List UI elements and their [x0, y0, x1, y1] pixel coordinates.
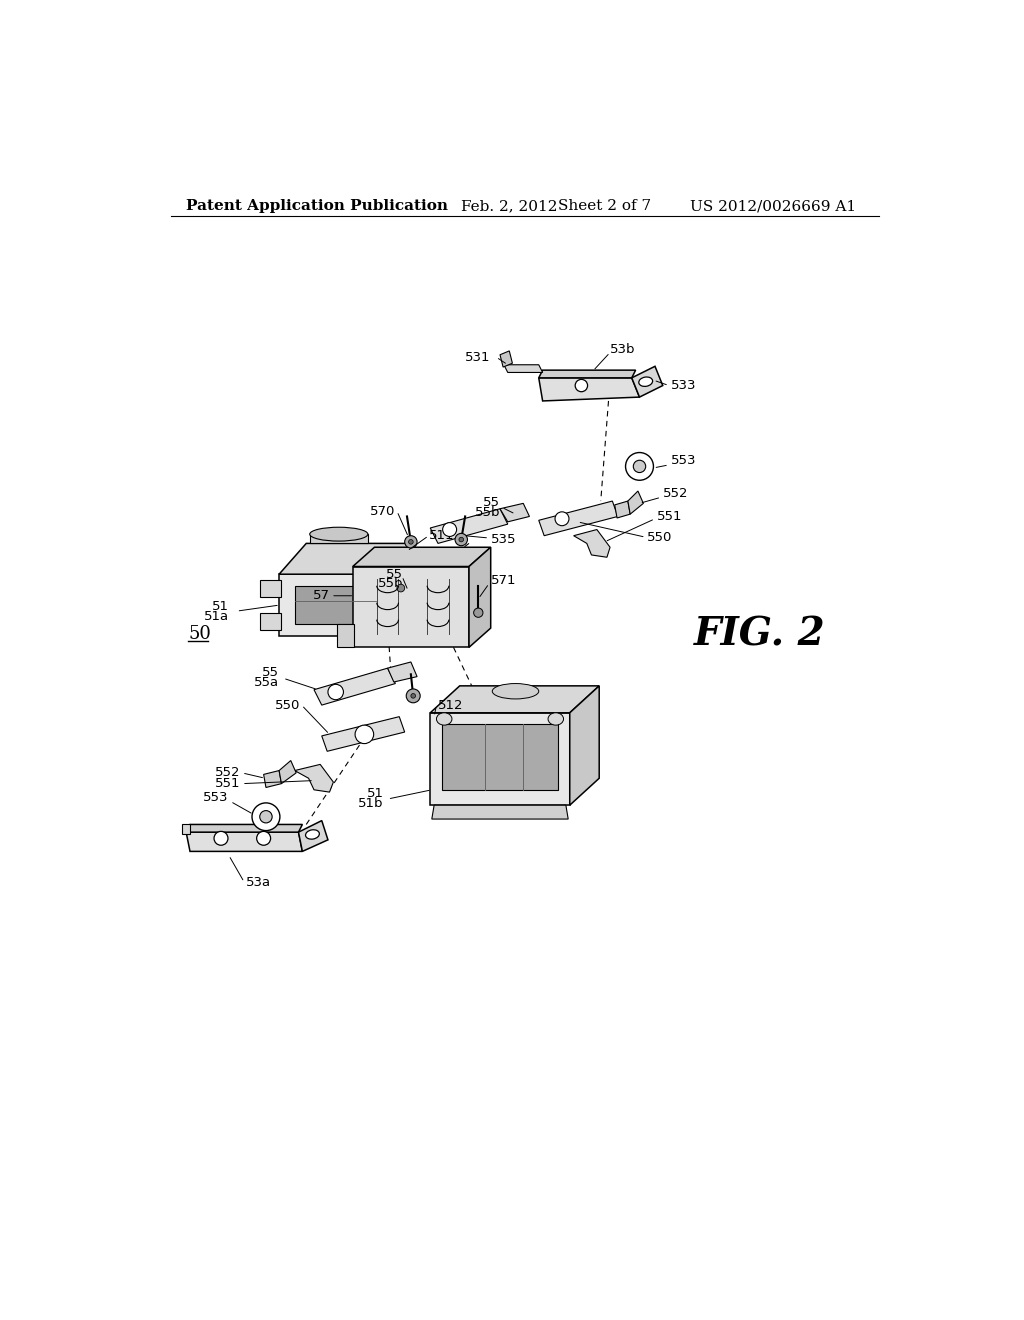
Circle shape [397, 585, 404, 591]
Polygon shape [388, 578, 417, 597]
Text: 53a: 53a [246, 875, 271, 888]
Ellipse shape [493, 684, 539, 700]
Ellipse shape [639, 378, 652, 387]
Circle shape [442, 523, 457, 536]
Polygon shape [539, 378, 640, 401]
Polygon shape [442, 725, 558, 789]
Circle shape [404, 536, 417, 548]
Polygon shape [352, 566, 469, 647]
Text: 51: 51 [367, 787, 384, 800]
Polygon shape [314, 668, 395, 705]
Text: 55: 55 [262, 667, 280, 680]
Text: 51: 51 [212, 601, 228, 612]
Text: Patent Application Publication: Patent Application Publication [186, 199, 449, 213]
Text: 552: 552 [215, 767, 241, 779]
Circle shape [455, 533, 467, 545]
Polygon shape [263, 771, 282, 788]
Text: 531: 531 [465, 351, 490, 363]
Polygon shape [500, 503, 529, 521]
Polygon shape [430, 713, 569, 805]
Polygon shape [186, 832, 302, 851]
Polygon shape [504, 364, 543, 372]
Text: 55: 55 [483, 496, 500, 510]
Ellipse shape [436, 713, 452, 725]
Polygon shape [295, 764, 334, 792]
Circle shape [260, 810, 272, 822]
Text: 571: 571 [490, 574, 516, 587]
Text: 550: 550 [647, 531, 673, 544]
Text: 55b: 55b [378, 577, 403, 590]
Polygon shape [500, 351, 512, 367]
Polygon shape [569, 686, 599, 805]
Circle shape [633, 461, 646, 473]
Polygon shape [337, 624, 354, 647]
Text: 551: 551 [215, 777, 241, 791]
Text: 55: 55 [386, 568, 403, 581]
Polygon shape [393, 591, 421, 607]
Text: 552: 552 [663, 487, 688, 500]
Text: 51b: 51b [358, 797, 384, 810]
Polygon shape [573, 529, 610, 557]
Polygon shape [539, 370, 636, 378]
Circle shape [575, 379, 588, 392]
Circle shape [555, 512, 569, 525]
Polygon shape [322, 717, 404, 751]
Polygon shape [260, 612, 282, 630]
Ellipse shape [305, 830, 319, 840]
Polygon shape [280, 574, 388, 636]
Text: 53b: 53b [610, 343, 636, 356]
Circle shape [409, 540, 414, 544]
Polygon shape [295, 586, 376, 624]
Text: 50: 50 [188, 626, 211, 643]
Polygon shape [260, 581, 282, 597]
Ellipse shape [548, 713, 563, 725]
Circle shape [257, 832, 270, 845]
Circle shape [214, 832, 228, 845]
Polygon shape [310, 535, 369, 544]
Ellipse shape [309, 527, 368, 541]
Polygon shape [186, 825, 302, 832]
Circle shape [328, 684, 343, 700]
Text: 553: 553 [203, 791, 228, 804]
Polygon shape [430, 508, 508, 544]
Text: FIG. 2: FIG. 2 [693, 615, 825, 653]
Text: 533: 533 [671, 379, 696, 392]
Text: Sheet 2 of 7: Sheet 2 of 7 [558, 199, 651, 213]
Polygon shape [632, 367, 663, 397]
Circle shape [474, 609, 483, 618]
Text: 553: 553 [671, 454, 696, 467]
Text: 535: 535 [490, 533, 516, 546]
Circle shape [626, 453, 653, 480]
Text: Feb. 2, 2012: Feb. 2, 2012 [461, 199, 558, 213]
Polygon shape [614, 502, 630, 517]
Text: 55a: 55a [254, 676, 280, 689]
Text: 512: 512 [438, 698, 464, 711]
Text: 511: 511 [429, 529, 455, 543]
Text: 550: 550 [274, 698, 300, 711]
Polygon shape [280, 760, 296, 784]
Text: 55b: 55b [474, 506, 500, 519]
Polygon shape [628, 491, 643, 515]
Text: US 2012/0026669 A1: US 2012/0026669 A1 [690, 199, 856, 213]
Polygon shape [182, 825, 190, 834]
Polygon shape [432, 805, 568, 818]
Polygon shape [388, 663, 417, 682]
Circle shape [459, 537, 464, 541]
Circle shape [355, 725, 374, 743]
Circle shape [252, 803, 280, 830]
Text: 551: 551 [656, 510, 682, 523]
Polygon shape [280, 544, 415, 574]
Polygon shape [539, 502, 617, 536]
Text: 570: 570 [370, 504, 395, 517]
Polygon shape [469, 548, 490, 647]
Circle shape [411, 693, 416, 698]
Polygon shape [430, 686, 599, 713]
Text: 51a: 51a [204, 610, 228, 623]
Polygon shape [388, 544, 415, 636]
Text: 57: 57 [312, 589, 330, 602]
Polygon shape [299, 821, 328, 851]
Circle shape [407, 689, 420, 702]
Polygon shape [352, 548, 490, 566]
